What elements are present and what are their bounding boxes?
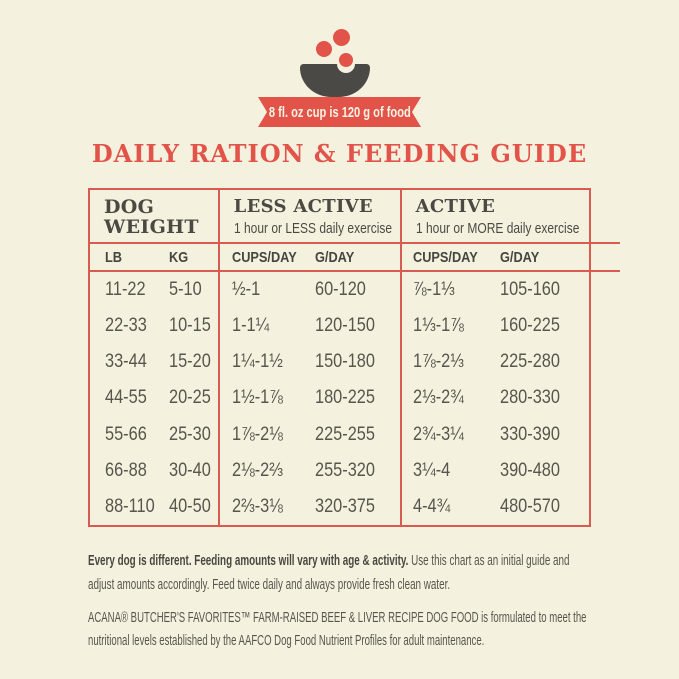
table-row: ⅞-1⅓ 105-160	[402, 272, 620, 308]
cell-grams: 480-570	[499, 495, 560, 517]
cell-cups: 1½-1⅞	[231, 387, 283, 409]
col-title: LESS ACTIVE	[233, 196, 373, 217]
page-title: DAILY RATION & FEEDING GUIDE	[91, 139, 588, 168]
feeding-note-rest: Use this chart as an initial guide and a…	[88, 553, 570, 593]
cell-lb: 22-33	[105, 315, 147, 337]
table-row: 33-44 15-20	[90, 344, 218, 380]
cell-cups: 2¾-3¼	[412, 423, 464, 445]
cell-kg: 5-10	[169, 279, 202, 301]
feeding-note: Every dog is different. Feeding amounts …	[88, 549, 593, 597]
subheader-cups-day: CUPS/DAY	[412, 248, 478, 266]
table-row: 1⅞-2⅛ 225-255	[220, 417, 400, 453]
col-data: 11-22 5-10 22-33 10-15 33-44 15-20 44-55…	[90, 272, 218, 525]
cell-cups: 1⅓-1⅞	[412, 315, 464, 337]
cell-grams: 180-225	[314, 387, 375, 409]
cell-grams: 105-160	[499, 279, 560, 301]
subheader-row: CUPS/DAY G/DAY	[401, 244, 620, 272]
cell-kg: 40-50	[169, 495, 211, 517]
cell-lb: 11-22	[105, 279, 146, 301]
cell-cups: 2⅓-2¾	[412, 387, 464, 409]
col-data: ½-1 60-120 1-1¼ 120-150 1¼-1½ 150-180 1½…	[220, 272, 400, 525]
aafco-statement: ACANA® BUTCHER'S FAVORITES™ FARM-RAISED …	[88, 610, 587, 649]
cell-grams: 255-320	[314, 459, 375, 481]
table-row: 1½-1⅞ 180-225	[220, 380, 400, 416]
cell-cups: 2⅔-3⅛	[231, 495, 283, 517]
kibble-dot-icon	[316, 41, 332, 57]
cell-kg: 15-20	[169, 351, 211, 373]
cell-grams: 225-255	[314, 423, 375, 445]
col-header-less-active: LESS ACTIVE 1 hour or LESS daily exercis…	[219, 190, 400, 244]
cell-lb: 88-110	[105, 495, 155, 517]
table-row: 2⅓-2¾ 280-330	[402, 380, 620, 416]
cell-lb: 55-66	[105, 423, 147, 445]
table-row: 66-88 30-40	[90, 453, 218, 489]
col-data: ⅞-1⅓ 105-160 1⅓-1⅞ 160-225 1⅞-2⅓ 225-280…	[402, 272, 620, 525]
table-row: 44-55 20-25	[90, 380, 218, 416]
food-bowl-icon	[300, 55, 370, 97]
subheader-lb: LB	[105, 248, 122, 266]
cell-grams: 225-280	[499, 351, 560, 373]
table-col-active: ACTIVE 1 hour or MORE daily exercise CUP…	[401, 190, 620, 525]
cell-cups: 1⅞-2⅛	[231, 423, 283, 445]
table-row: 4-4¾ 480-570	[402, 489, 620, 525]
table-row: 11-22 5-10	[90, 272, 218, 308]
table-row: 2⅛-2⅔ 255-320	[220, 453, 400, 489]
subheader-g-day: G/DAY	[499, 248, 539, 266]
cell-grams: 150-180	[314, 351, 375, 373]
col-header-active: ACTIVE 1 hour or MORE daily exercise	[401, 190, 620, 244]
cell-grams: 330-390	[499, 423, 560, 445]
table-row: 55-66 25-30	[90, 417, 218, 453]
cell-cups: 1⅞-2⅓	[412, 351, 464, 373]
table-row: 2⅔-3⅛ 320-375	[220, 489, 400, 525]
cup-measure-badge: 8 fl. oz cup is 120 g of food	[258, 97, 421, 127]
cell-grams: 390-480	[499, 459, 560, 481]
table-col-dog-weight: DOG WEIGHT LB KG 11-22 5-10 22-33 10-15 …	[90, 190, 220, 525]
subheader-row: CUPS/DAY G/DAY	[219, 244, 400, 272]
table-row: ½-1 60-120	[220, 272, 400, 308]
table-row: 3¼-4 390-480	[402, 453, 620, 489]
cell-cups: ½-1	[231, 279, 260, 301]
subheader-row: LB KG	[90, 244, 218, 272]
col-title: ACTIVE	[415, 196, 496, 217]
col-header-dog-weight: DOG WEIGHT	[90, 190, 218, 244]
cell-lb: 66-88	[105, 459, 147, 481]
cell-grams: 160-225	[499, 315, 560, 337]
table-row: 2¾-3¼ 330-390	[402, 417, 620, 453]
feeding-table: DOG WEIGHT LB KG 11-22 5-10 22-33 10-15 …	[88, 188, 620, 527]
feeding-note-emphasis: Every dog is different. Feeding amounts …	[88, 553, 409, 569]
table-row: 1⅓-1⅞ 160-225	[402, 308, 620, 344]
cell-grams: 280-330	[499, 387, 560, 409]
subheader-kg: KG	[169, 248, 189, 266]
cell-kg: 10-15	[169, 315, 211, 337]
cell-lb: 33-44	[105, 351, 147, 373]
cell-kg: 25-30	[169, 423, 211, 445]
col-subtitle: 1 hour or MORE daily exercise	[415, 220, 580, 237]
kibble-dot-icon	[333, 29, 350, 46]
cell-kg: 20-25	[169, 387, 211, 409]
kibble-dot-icon	[339, 53, 353, 67]
table-row: 88-110 40-50	[90, 489, 218, 525]
cell-grams: 120-150	[314, 315, 375, 337]
cell-grams: 320-375	[314, 495, 375, 517]
cell-grams: 60-120	[314, 279, 366, 301]
cell-cups: ⅞-1⅓	[412, 279, 455, 301]
table-row: 22-33 10-15	[90, 308, 218, 344]
table-row: 1-1¼ 120-150	[220, 308, 400, 344]
cell-cups: 3¼-4	[412, 459, 450, 481]
col-subtitle: 1 hour or LESS daily exercise	[233, 220, 392, 237]
table-col-less-active: LESS ACTIVE 1 hour or LESS daily exercis…	[219, 190, 402, 525]
cell-cups: 1-1¼	[231, 315, 269, 337]
cell-cups: 1¼-1½	[231, 351, 283, 373]
table-row: 1¼-1½ 150-180	[220, 344, 400, 380]
cell-cups: 2⅛-2⅔	[231, 459, 283, 481]
cup-measure-badge-text: 8 fl. oz cup is 120 g of food	[268, 103, 411, 121]
table-row: 1⅞-2⅓ 225-280	[402, 344, 620, 380]
subheader-g-day: G/DAY	[314, 248, 354, 266]
cell-kg: 30-40	[169, 459, 211, 481]
cell-cups: 4-4¾	[412, 495, 450, 517]
subheader-cups-day: CUPS/DAY	[231, 248, 297, 266]
col-title: DOG WEIGHT	[104, 196, 199, 238]
cell-lb: 44-55	[105, 387, 147, 409]
